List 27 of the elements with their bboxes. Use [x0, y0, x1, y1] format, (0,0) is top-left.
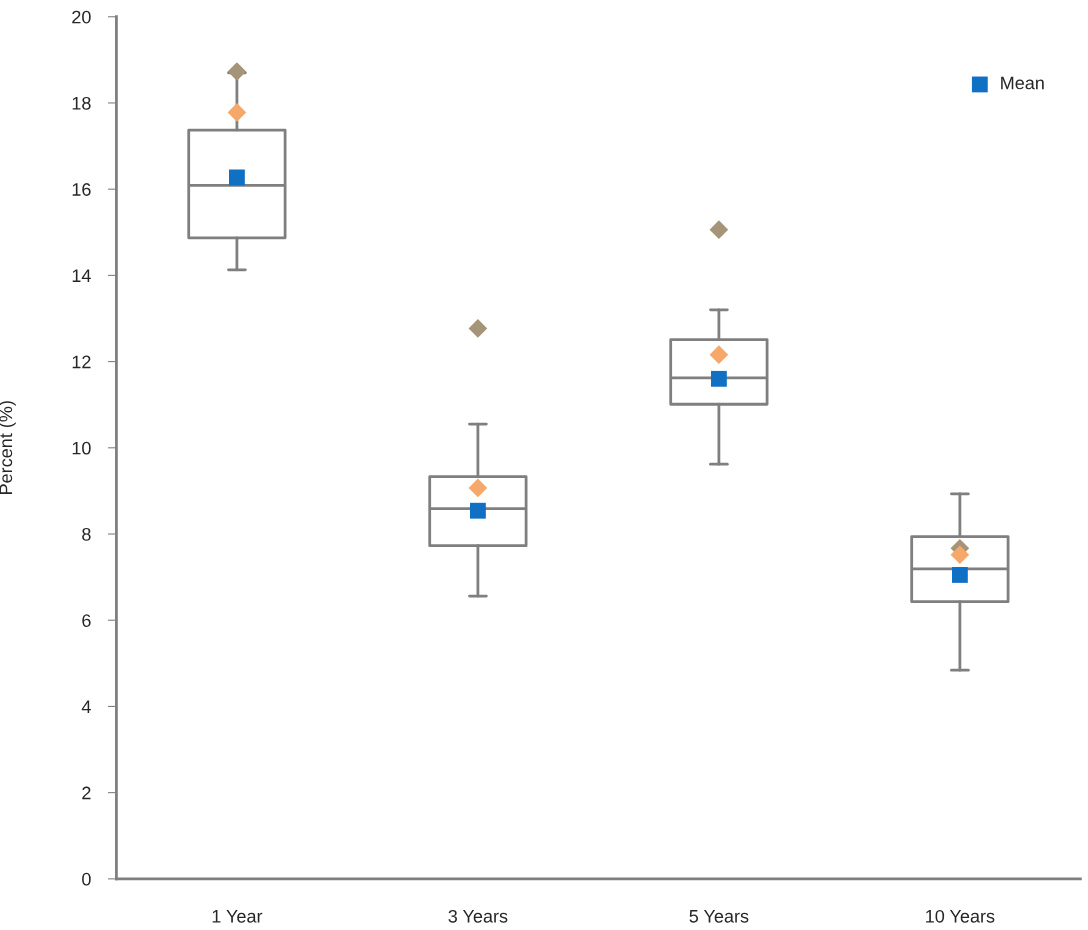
y-tick-label: 14: [72, 269, 91, 282]
x-tick-label: 5 Years: [689, 910, 749, 923]
y-tick-label: 4: [81, 700, 91, 713]
point: [228, 169, 245, 186]
point: [468, 319, 488, 338]
y-tick-label: 2: [82, 786, 91, 800]
y-tick-label: 0: [82, 872, 91, 886]
point: [227, 62, 247, 81]
point: [710, 370, 727, 387]
y-tick-label: 12: [72, 355, 91, 369]
legend-label: Mean: [1001, 76, 1044, 90]
point: [709, 345, 729, 364]
point: [950, 545, 970, 565]
y-tick-label: 16: [72, 183, 91, 196]
y-tick-label: 6: [82, 614, 91, 627]
x-tick-label: 1 Year: [212, 910, 263, 923]
y-tick-label: 10: [72, 441, 91, 455]
y-tick-label: 20: [72, 10, 91, 24]
y-tick-label: 8: [82, 527, 91, 541]
point: [709, 220, 729, 239]
point: [227, 103, 247, 122]
point: [468, 478, 488, 498]
x-tick-label: 3 Years: [448, 909, 508, 923]
y-tick-label: 18: [72, 96, 91, 110]
point: [469, 502, 486, 519]
x-tick-label: 10 Years: [926, 909, 995, 923]
point: [951, 567, 968, 583]
